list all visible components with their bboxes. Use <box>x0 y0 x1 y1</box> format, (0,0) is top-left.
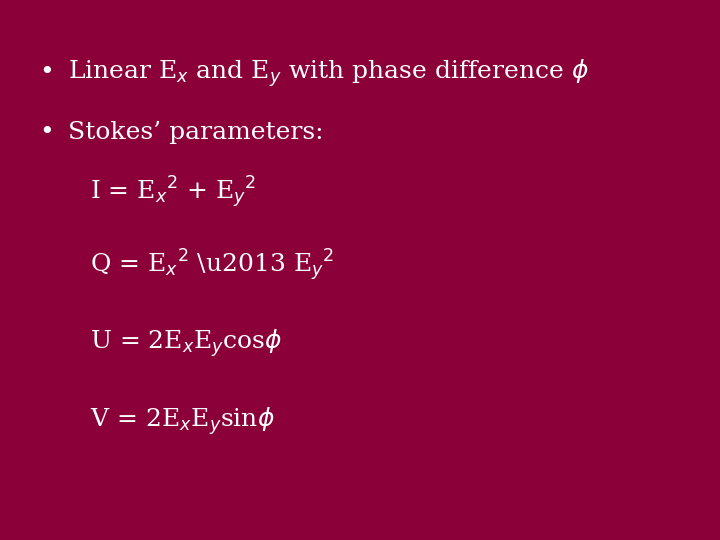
Text: Q = E$_x$$^2$ \u2013 E$_y$$^2$: Q = E$_x$$^2$ \u2013 E$_y$$^2$ <box>90 247 334 282</box>
Text: U = 2E$_x$E$_y$cos$\phi$: U = 2E$_x$E$_y$cos$\phi$ <box>90 327 282 359</box>
Text: •: • <box>40 121 54 144</box>
Text: V = 2E$_x$E$_y$sin$\phi$: V = 2E$_x$E$_y$sin$\phi$ <box>90 406 275 437</box>
Text: Linear E$_x$ and E$_y$ with phase difference $\phi$: Linear E$_x$ and E$_y$ with phase differ… <box>68 57 589 89</box>
Text: Stokes’ parameters:: Stokes’ parameters: <box>68 121 324 144</box>
Text: I = E$_x$$^2$ + E$_y$$^2$: I = E$_x$$^2$ + E$_y$$^2$ <box>90 174 256 210</box>
Text: •: • <box>40 62 54 84</box>
